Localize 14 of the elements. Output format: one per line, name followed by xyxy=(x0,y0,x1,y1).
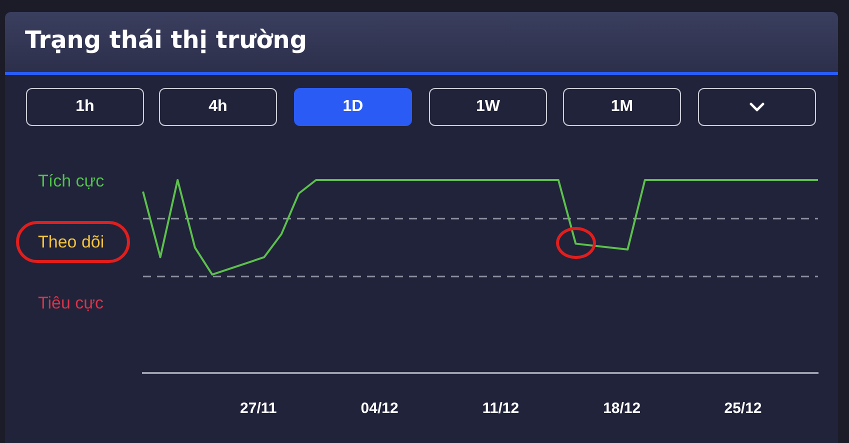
text: 1h xyxy=(26,88,144,126)
text: Tích cực xyxy=(38,172,105,191)
x-tick-label: 04/12 xyxy=(360,400,398,418)
x-tick-label: 27/11 xyxy=(240,400,277,418)
x-tick-label: 25/12 xyxy=(724,400,762,418)
text: 1M xyxy=(563,88,681,126)
text: 1W xyxy=(429,88,547,126)
text: Theo dõi xyxy=(38,232,104,252)
text: 4h xyxy=(159,88,277,126)
text: 1D xyxy=(294,88,412,126)
x-tick-label: 18/12 xyxy=(603,400,641,418)
x-tick-label: 11/12 xyxy=(482,400,520,418)
text: Tiêu cực xyxy=(38,294,104,313)
chart-title: Trạng thái thị trường xyxy=(25,26,308,54)
